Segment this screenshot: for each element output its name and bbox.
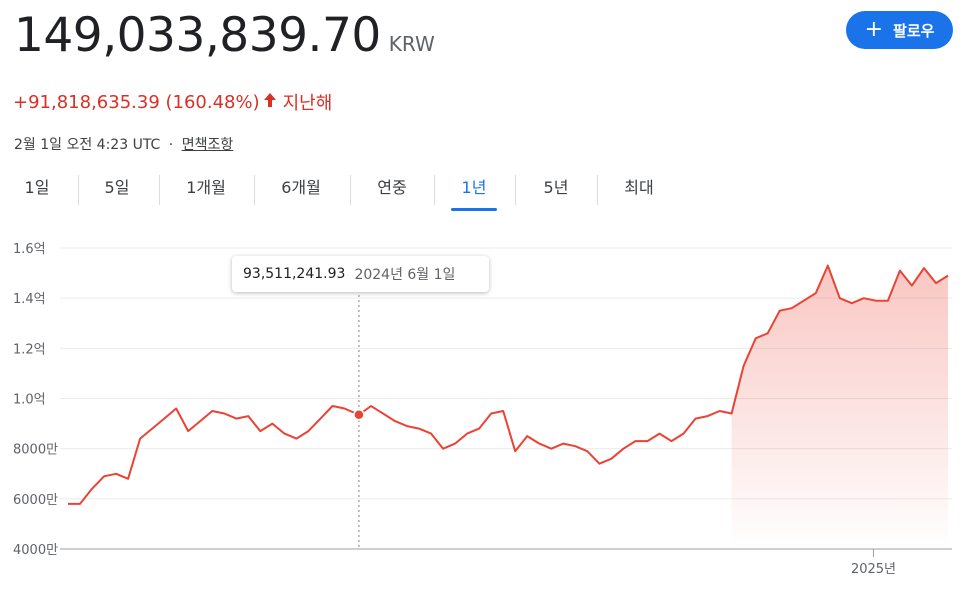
active-tab-indicator xyxy=(451,208,497,211)
y-tick-label: 1.4억 xyxy=(13,292,46,307)
follow-button[interactable]: + 팔로우 xyxy=(846,11,953,49)
plus-icon: + xyxy=(864,17,884,42)
disclaimer-link[interactable]: 면책조항 xyxy=(181,137,234,153)
timestamp: 2월 1일 오전 4:23 UTC xyxy=(14,137,161,153)
tab-1m[interactable]: 1개월 xyxy=(186,178,226,197)
tab-divider xyxy=(350,175,351,205)
tab-divider xyxy=(254,175,255,205)
series-line xyxy=(68,264,949,505)
change-period: 지난해 xyxy=(282,93,333,114)
highlight-point xyxy=(353,409,365,421)
tab-divider xyxy=(78,175,79,205)
tab-1y[interactable]: 1년 xyxy=(461,178,487,197)
y-tick-label: 1.0억 xyxy=(13,393,46,408)
tooltip-value: 93,511,241.93 xyxy=(243,266,346,282)
change-value: +91,818,635.39 (160.48%) xyxy=(13,91,260,113)
tooltip-date: 2024년 6월 1일 xyxy=(354,267,456,283)
tab-5d[interactable]: 5일 xyxy=(104,178,130,197)
separator: · xyxy=(168,137,174,153)
current-price: 149,033,839.70 xyxy=(14,8,381,63)
y-tick-label: 1.2억 xyxy=(13,342,46,357)
up-arrow-icon xyxy=(263,92,277,113)
tab-divider xyxy=(159,175,160,205)
price-change: +91,818,635.39 (160.48%) 지난해 xyxy=(13,89,332,115)
x-tick-label: 2025년 xyxy=(851,562,896,577)
chart-tooltip: 93,511,241.93 2024년 6월 1일 xyxy=(232,256,489,292)
y-tick-label: 1.6억 xyxy=(13,242,46,257)
timestamp-row: 2월 1일 오전 4:23 UTC · 면책조항 xyxy=(14,134,233,154)
y-tick-label: 4000만 xyxy=(13,543,58,558)
tab-divider xyxy=(434,175,435,205)
y-tick-label: 6000만 xyxy=(13,493,58,508)
y-tick-label: 8000만 xyxy=(13,443,58,458)
tab-5y[interactable]: 5년 xyxy=(543,178,569,197)
series-area xyxy=(731,265,948,549)
tab-ytd[interactable]: 연중 xyxy=(377,178,407,197)
follow-button-label: 팔로우 xyxy=(893,21,935,40)
price-chart[interactable]: 4000만 6000만 8000만 1.0억 1.2억 1.4억 1.6억 2025년 xyxy=(0,230,966,591)
tab-max[interactable]: 최대 xyxy=(624,178,654,197)
tab-6m[interactable]: 6개월 xyxy=(281,178,321,197)
tab-divider xyxy=(515,175,516,205)
price-header: 149,033,839.70 KRW xyxy=(14,8,435,63)
tab-divider xyxy=(597,175,598,205)
tab-1d[interactable]: 1일 xyxy=(24,178,50,197)
currency-code: KRW xyxy=(388,32,435,56)
